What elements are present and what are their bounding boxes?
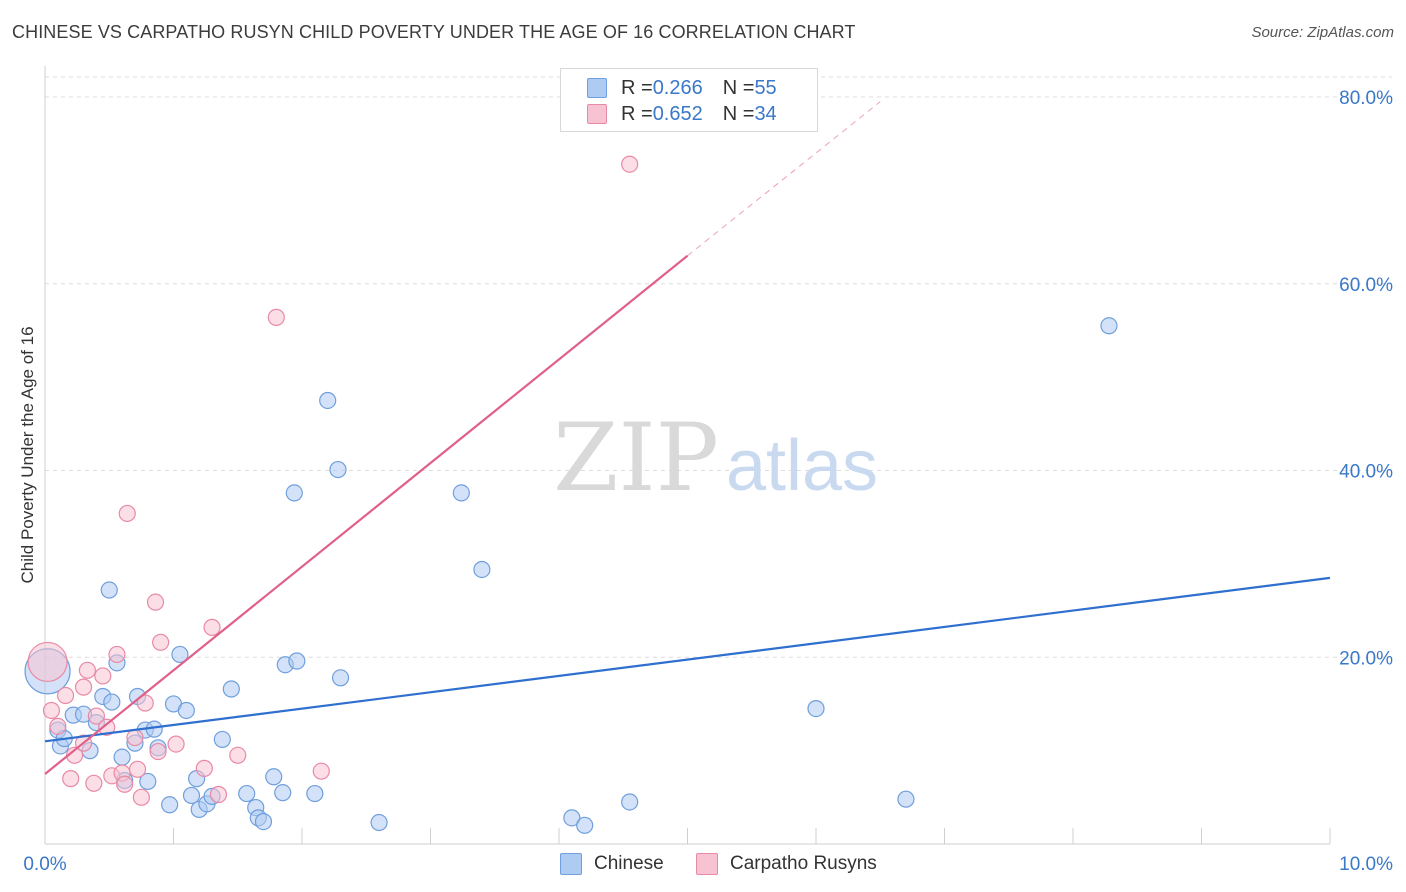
chinese-point — [222, 680, 240, 698]
rusyn-point — [118, 504, 136, 523]
data-points — [24, 155, 1118, 834]
legend: R = 0.266 N = 55 R = 0.652 N = 34 — [560, 68, 818, 132]
x-tick-label-max: 10.0% — [1339, 854, 1393, 875]
rusyn-point — [229, 746, 247, 764]
chinese-point — [329, 460, 347, 479]
rusyn-point — [126, 728, 144, 747]
bottom-legend-chinese: Chinese — [560, 852, 664, 876]
chinese-point — [238, 784, 256, 803]
chinese-point — [161, 796, 179, 814]
rusyn-point — [98, 718, 116, 736]
rusyn-point — [312, 762, 330, 780]
rusyn-point — [74, 678, 93, 696]
chinese-point — [113, 748, 131, 766]
chinese-point — [319, 391, 337, 410]
rusyn-point — [116, 775, 134, 793]
rusyn-point — [62, 770, 80, 788]
legend-row-rusyn: R = 0.652 N = 34 — [587, 102, 777, 126]
chinese-point — [897, 790, 915, 808]
rusyn-point — [267, 308, 285, 326]
chinese-point — [370, 813, 388, 832]
y-tick-label: 40.0% — [1339, 462, 1393, 483]
chinese-point — [265, 768, 283, 786]
chinese-point — [171, 645, 189, 664]
chinese-point — [213, 730, 231, 749]
bottom-legend-swatch-chinese — [560, 853, 582, 875]
chinese-point — [177, 701, 195, 720]
trend-lines — [44, 101, 1331, 775]
rusyn-point — [49, 717, 67, 735]
rusyn-point — [136, 694, 154, 712]
chinese-point — [139, 772, 157, 791]
legend-r-label: R = — [621, 76, 653, 99]
rusyn-point — [152, 633, 170, 651]
grid-lines — [45, 76, 1392, 658]
x-tick-label-min: 0.0% — [23, 854, 66, 875]
rusyn-point — [167, 735, 185, 753]
chinese-point — [306, 784, 324, 803]
legend-swatch-chinese — [587, 78, 607, 98]
rusyn-point — [149, 742, 167, 761]
chinese-point — [473, 560, 491, 579]
chinese-point — [100, 581, 118, 599]
rusyn-point — [209, 785, 228, 804]
rusyn-point — [132, 788, 150, 806]
chinese-point — [1100, 317, 1118, 335]
chinese-point — [576, 816, 594, 834]
chinese-point — [285, 484, 303, 502]
watermark-zip: ZIP — [553, 404, 719, 513]
rusyn-point — [203, 618, 221, 636]
chinese-point — [452, 484, 470, 502]
legend-r-value: 0.652 — [652, 102, 703, 125]
rusyn-point — [108, 645, 126, 664]
tick-labels: 20.0% 40.0% 60.0% 80.0% 0.0% 10.0% — [23, 88, 1393, 875]
chinese-trend-line — [44, 576, 1331, 743]
y-tick-label: 80.0% — [1339, 88, 1393, 109]
legend-r-label: R = — [621, 102, 653, 125]
rusyn-point — [27, 641, 68, 683]
legend-swatch-rusyn — [587, 104, 607, 124]
legend-n-label: N = — [722, 102, 755, 125]
bottom-legend-label-chinese: Chinese — [594, 853, 664, 874]
chinese-point — [331, 669, 350, 687]
watermark-atlas: atlas — [726, 426, 878, 506]
rusyn-point — [87, 707, 106, 725]
bottom-legend-swatch-rusyn — [696, 853, 718, 875]
rusyn-point — [146, 593, 165, 611]
rusyn-point — [85, 774, 103, 792]
y-tick-label: 60.0% — [1339, 275, 1393, 296]
rusyn-trend-extension — [687, 101, 881, 257]
chinese-point — [807, 700, 825, 718]
chinese-point — [182, 786, 201, 805]
legend-row-chinese: R = 0.266 N = 55 — [587, 76, 777, 100]
rusyn-point — [621, 155, 639, 173]
rusyn-point — [128, 760, 147, 778]
source-label: Source: ZipAtlas.com — [1251, 24, 1394, 41]
chinese-point — [288, 652, 306, 670]
bottom-legend-rusyn: Carpatho Rusyns — [696, 852, 877, 876]
rusyn-point — [56, 686, 75, 705]
y-tick-label: 20.0% — [1339, 648, 1393, 669]
legend-r-value: 0.266 — [652, 76, 703, 99]
chart-title: CHINESE VS CARPATHO RUSYN CHILD POVERTY … — [12, 22, 856, 42]
rusyn-point — [94, 667, 112, 685]
rusyn-trend-line — [44, 254, 689, 775]
chinese-point — [563, 809, 581, 827]
chinese-point — [274, 784, 292, 802]
legend-n-value: 55 — [754, 76, 777, 99]
rusyn-point — [195, 759, 213, 777]
chinese-point — [103, 693, 121, 711]
chinese-point — [621, 793, 639, 811]
rusyn-point — [78, 661, 97, 679]
legend-n-value: 34 — [754, 102, 777, 125]
legend-n-label: N = — [722, 76, 755, 99]
rusyn-point — [42, 701, 61, 720]
chinese-point — [254, 812, 273, 831]
bottom-legend-label-rusyn: Carpatho Rusyns — [730, 853, 877, 874]
